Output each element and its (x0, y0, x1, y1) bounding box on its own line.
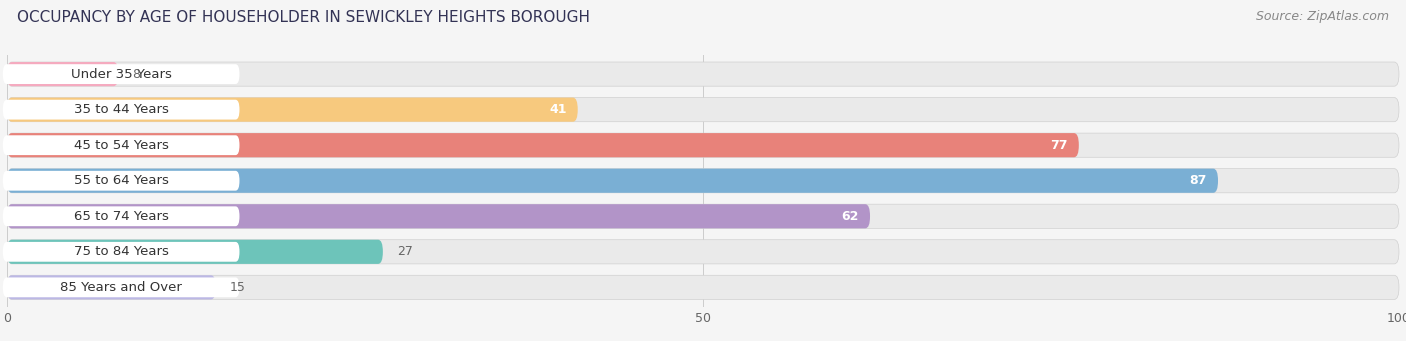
FancyBboxPatch shape (3, 242, 239, 262)
Text: 85 Years and Over: 85 Years and Over (60, 281, 183, 294)
Text: 35 to 44 Years: 35 to 44 Years (73, 103, 169, 116)
FancyBboxPatch shape (7, 275, 1399, 299)
FancyBboxPatch shape (7, 98, 1399, 122)
Text: 27: 27 (396, 245, 412, 258)
FancyBboxPatch shape (3, 206, 239, 226)
Text: 65 to 74 Years: 65 to 74 Years (73, 210, 169, 223)
Text: 87: 87 (1189, 174, 1206, 187)
Text: 8: 8 (132, 68, 141, 80)
FancyBboxPatch shape (7, 62, 118, 86)
FancyBboxPatch shape (3, 135, 239, 155)
FancyBboxPatch shape (7, 275, 217, 299)
Text: Source: ZipAtlas.com: Source: ZipAtlas.com (1256, 10, 1389, 23)
FancyBboxPatch shape (7, 169, 1218, 193)
FancyBboxPatch shape (7, 98, 578, 122)
FancyBboxPatch shape (3, 278, 239, 297)
Text: 77: 77 (1050, 139, 1067, 152)
FancyBboxPatch shape (3, 171, 239, 191)
FancyBboxPatch shape (7, 204, 1399, 228)
Text: Under 35 Years: Under 35 Years (70, 68, 172, 80)
FancyBboxPatch shape (7, 133, 1399, 157)
FancyBboxPatch shape (7, 204, 870, 228)
Text: OCCUPANCY BY AGE OF HOUSEHOLDER IN SEWICKLEY HEIGHTS BOROUGH: OCCUPANCY BY AGE OF HOUSEHOLDER IN SEWIC… (17, 10, 591, 25)
FancyBboxPatch shape (7, 240, 382, 264)
Text: 15: 15 (229, 281, 246, 294)
FancyBboxPatch shape (7, 133, 1078, 157)
FancyBboxPatch shape (3, 64, 239, 84)
Text: 45 to 54 Years: 45 to 54 Years (73, 139, 169, 152)
FancyBboxPatch shape (7, 62, 1399, 86)
Text: 41: 41 (550, 103, 567, 116)
FancyBboxPatch shape (3, 100, 239, 120)
FancyBboxPatch shape (7, 169, 1399, 193)
Text: 75 to 84 Years: 75 to 84 Years (73, 245, 169, 258)
FancyBboxPatch shape (7, 240, 1399, 264)
Text: 62: 62 (842, 210, 859, 223)
Text: 55 to 64 Years: 55 to 64 Years (73, 174, 169, 187)
